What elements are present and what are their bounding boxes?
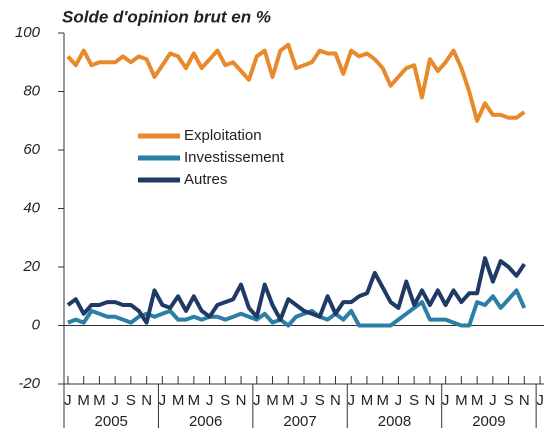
year-label: 2006	[189, 413, 222, 430]
x-tick-label: J	[111, 392, 119, 409]
year-label: 2009	[472, 413, 505, 430]
x-tick-label: N	[141, 392, 152, 409]
x-tick-label: M	[77, 392, 90, 409]
x-tick-label: M	[282, 392, 295, 409]
year-label: 2007	[283, 413, 316, 430]
x-tick-label: M	[188, 392, 201, 409]
x-tick-label: M	[172, 392, 185, 409]
x-tick-label: M	[93, 392, 106, 409]
series-line	[67, 288, 527, 328]
x-tick-label: M	[376, 392, 389, 409]
x-tick-label: N	[236, 392, 247, 409]
x-tick-label: J	[489, 392, 497, 409]
legend-label: Investissement	[184, 149, 285, 166]
x-tick-label: M	[455, 392, 468, 409]
x-tick-label: S	[409, 392, 419, 409]
x-tick-label: M	[471, 392, 484, 409]
y-tick-label: 40	[23, 199, 40, 216]
x-tick-label: N	[519, 392, 530, 409]
x-tick-label: S	[220, 392, 230, 409]
x-tick-label: J	[347, 392, 355, 409]
x-tick-label: J	[206, 392, 214, 409]
y-tick-label: 80	[23, 82, 40, 99]
x-tick-label: J	[442, 392, 450, 409]
x-tick-label: S	[504, 392, 514, 409]
x-tick-label: M	[361, 392, 374, 409]
series-line	[66, 256, 526, 325]
y-tick-label: -20	[18, 375, 40, 392]
x-tick-label: S	[315, 392, 325, 409]
legend-label: Exploitation	[184, 127, 262, 144]
x-tick-label: J	[64, 392, 72, 409]
x-tick-label: N	[330, 392, 341, 409]
x-tick-label: N	[424, 392, 435, 409]
x-tick-label: J	[536, 392, 544, 409]
y-tick-label: 100	[15, 24, 41, 41]
x-tick-label: J	[159, 392, 167, 409]
year-label: 2005	[95, 413, 128, 430]
x-tick-label: J	[300, 392, 308, 409]
y-tick-label: 60	[23, 141, 40, 158]
y-tick-label: 0	[32, 316, 41, 333]
y-tick-label: 20	[22, 258, 40, 275]
x-tick-label: S	[126, 392, 136, 409]
series-line	[66, 42, 526, 123]
legend-label: Autres	[184, 171, 227, 188]
chart-title: Solde d'opinion brut en %	[62, 7, 271, 26]
x-tick-label: M	[266, 392, 279, 409]
year-label: 2008	[378, 413, 411, 430]
x-tick-label: J	[395, 392, 403, 409]
x-tick-label: J	[253, 392, 261, 409]
